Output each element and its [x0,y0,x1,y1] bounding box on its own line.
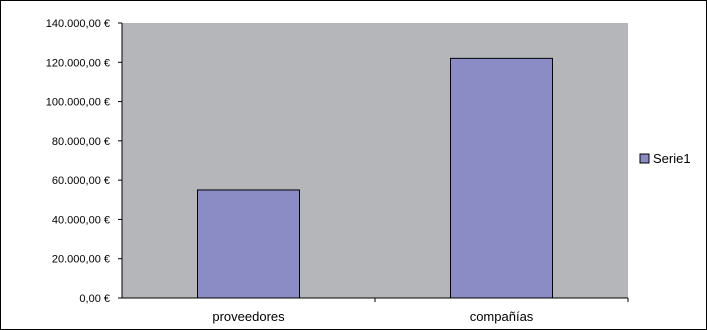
y-tick-label: 60.000,00 € [52,175,110,187]
y-tick-label: 20.000,00 € [52,254,110,266]
bar-0 [197,189,300,299]
legend: Serie1 [639,151,691,166]
y-tick-label: 40.000,00 € [52,214,110,226]
bar-1 [450,57,553,299]
category-labels: proveedores compañías [212,298,629,324]
category-label: proveedores [212,309,285,324]
y-axis-tick-labels: 0,00 € 20.000,00 € 40.000,00 € 60.000,00 € 8… [46,18,110,305]
y-tick-label: 140.000,00 € [46,18,110,30]
y-axis-ticks [118,22,122,299]
y-tick-label: 120.000,00 € [46,57,110,69]
y-tick-label: 100.000,00 € [46,97,110,109]
y-tick-label: 80.000,00 € [52,136,110,148]
legend-label-serie1: Serie1 [653,151,691,166]
bars [197,57,553,299]
category-label: compañías [470,309,534,324]
y-tick-label: 0,00 € [79,293,110,305]
legend-swatch-serie1 [639,153,650,164]
